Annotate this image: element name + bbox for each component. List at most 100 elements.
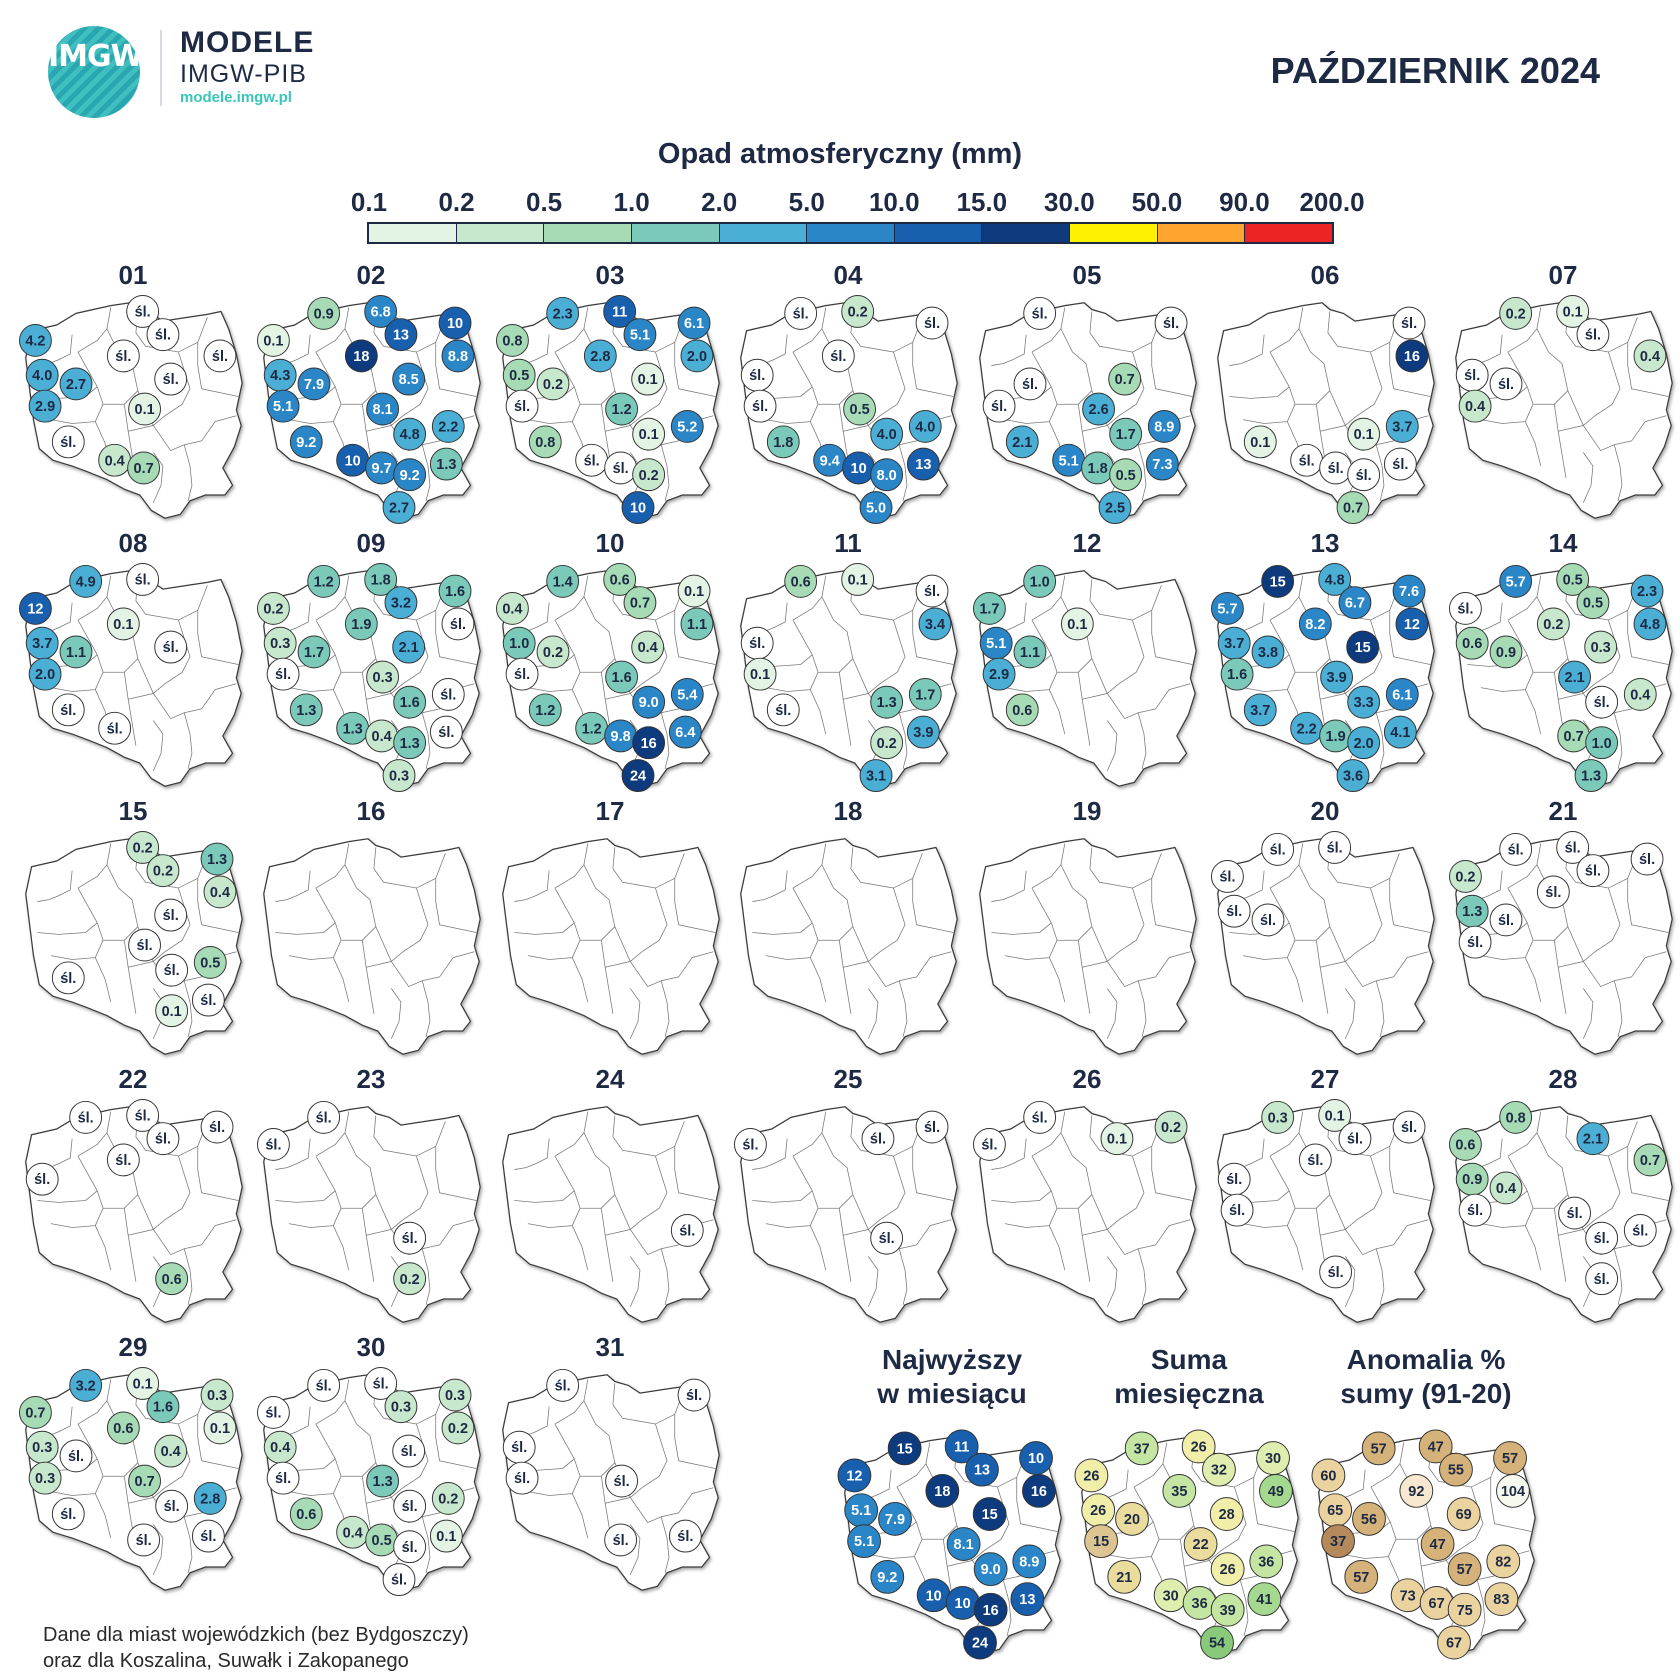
station-circle — [1584, 630, 1618, 664]
station-value: 13 — [974, 1463, 990, 1479]
station-marker-gdansk: śl. — [126, 1099, 160, 1132]
voivodeship-border — [183, 712, 193, 769]
day-panel-24: 24 śl. — [491, 1064, 729, 1332]
station-marker-wroclaw: 21 — [1107, 1559, 1142, 1594]
station-value: 1.9 — [351, 617, 371, 633]
station-circle — [106, 339, 140, 373]
station-marker-opole: 9.4 — [813, 443, 847, 477]
station-marker-torun: 0.1 — [1060, 607, 1094, 641]
station-marker-suwalki: 1.6 — [438, 574, 472, 608]
station-marker-katowice: 67 — [1419, 1586, 1454, 1620]
station-value: 0.1 — [1250, 435, 1270, 451]
day-label: 08 — [118, 528, 148, 558]
station-marker-wroclaw: śl. — [51, 693, 85, 727]
brand-url[interactable]: modele.imgw.pl — [180, 89, 292, 106]
station-value: 0.1 — [436, 1529, 456, 1545]
station-value: 0.2 — [263, 601, 283, 617]
station-value: 41 — [1256, 1592, 1272, 1608]
station-circle — [837, 1458, 872, 1493]
station-marker-gorzow: 0.4 — [263, 1430, 297, 1464]
station-circle — [393, 726, 427, 760]
station-marker-gdansk: 11 — [603, 295, 637, 328]
station-circle — [1023, 564, 1057, 598]
station-value: 7.6 — [1399, 584, 1419, 600]
station-marker-koszalin: śl. — [1023, 296, 1057, 330]
station-marker-zielona-gora: śl. — [743, 389, 777, 423]
station-circle — [766, 425, 800, 459]
station-circle — [1458, 925, 1492, 959]
voivodeship-border — [991, 922, 1052, 935]
station-value: 0.3 — [32, 1440, 52, 1456]
day-panel-02: 02 0.1 0.9 6.8 13 10 8.8 4.3 18 7.9 5.1 8.5 8.1 9.2 2.… — [252, 260, 490, 528]
station-marker-rzeszow: 1.3 — [429, 447, 463, 481]
station-circle — [364, 1367, 398, 1400]
voivodeship-border — [1375, 712, 1385, 769]
station-value: śl. — [879, 1231, 895, 1247]
footnote: Dane dla miast wojewódzkich (bez Bydgosz… — [43, 1622, 469, 1674]
station-circle — [1585, 685, 1619, 719]
station-marker-opole: śl. — [98, 711, 132, 745]
station-circle — [1392, 306, 1426, 340]
summary-title-line-1: Suma — [1150, 1344, 1228, 1375]
voivodeship-border — [554, 1155, 616, 1209]
station-marker-koszalin: 0.9 — [307, 296, 341, 330]
station-value: 5.1 — [273, 399, 293, 415]
poland-map: śl.śl.śl.śl. śl.śl. śl. — [502, 1368, 720, 1591]
voivodeship-border — [1327, 847, 1400, 889]
station-marker-katowice: 10 — [842, 451, 876, 485]
footnote-line-1: Dane dla miast wojewódzkich (bez Bydgosz… — [43, 1624, 469, 1646]
station-value: 4.0 — [32, 368, 52, 384]
voivodeship-border — [315, 843, 350, 889]
station-circle — [631, 362, 665, 396]
poland-outline — [1217, 838, 1435, 1055]
station-circle — [1336, 759, 1370, 792]
station-circle — [51, 961, 85, 995]
station-value: 0.7 — [1343, 501, 1363, 517]
station-marker-krakow: 39 — [1210, 1592, 1245, 1627]
station-value: 0.2 — [438, 1491, 458, 1507]
station-value: 0.2 — [877, 736, 897, 752]
station-value: 0.7 — [25, 1405, 45, 1421]
station-value: śl. — [686, 1388, 702, 1404]
voivodeship-border — [1613, 980, 1623, 1037]
station-circle — [257, 592, 290, 625]
voivodeship-border — [183, 1516, 193, 1573]
station-circle — [1420, 1527, 1455, 1561]
voivodeship-border — [809, 1225, 827, 1271]
station-marker-kielce: 1.3 — [870, 685, 904, 719]
station-value: 83 — [1493, 1592, 1509, 1608]
voivodeship-border — [527, 672, 581, 692]
station-marker-katowice: śl. — [604, 1523, 638, 1557]
station-circle — [69, 1100, 103, 1134]
station-value: 0.3 — [35, 1471, 55, 1487]
voivodeship-border — [1004, 1208, 1058, 1228]
station-circle — [1082, 392, 1116, 426]
poland-map — [502, 838, 720, 1055]
station-circle — [1344, 1559, 1379, 1594]
station-value: 4.0 — [915, 419, 935, 435]
station-value: 8.9 — [1019, 1554, 1039, 1570]
summary-title-line-2: sumy (91-20) — [1340, 1378, 1512, 1409]
voivodeship-border — [288, 404, 342, 424]
station-circle — [155, 1262, 189, 1296]
station-circle — [1220, 657, 1254, 691]
day-panel-10: 10 1.4 0.6 0.1 0.4 0.7 1.1 1.0 0.2 0.4 śl. 1.6 1.2 9.… — [491, 528, 729, 796]
station-circle — [1489, 903, 1523, 937]
station-marker-lodz: 0.5 — [843, 392, 877, 426]
voivodeship-border — [1137, 980, 1147, 1037]
station-circle — [915, 574, 949, 608]
voivodeship-border — [765, 404, 819, 424]
voivodeship-border — [792, 1111, 827, 1157]
station-value: 55 — [1448, 1463, 1464, 1479]
station-value: 0.9 — [314, 306, 334, 322]
station-marker-gdansk: 11 — [944, 1429, 979, 1464]
station-circle — [193, 1482, 227, 1515]
voivodeship-border — [152, 720, 164, 771]
station-value: 1.9 — [1326, 729, 1346, 745]
station-marker-katowice: 0.7 — [1557, 719, 1591, 753]
voivodeship-border — [197, 342, 239, 397]
station-circle — [51, 425, 85, 459]
station-value: 10 — [851, 461, 867, 477]
station-value: śl. — [402, 1499, 418, 1515]
station-value: 6.7 — [1345, 596, 1365, 612]
